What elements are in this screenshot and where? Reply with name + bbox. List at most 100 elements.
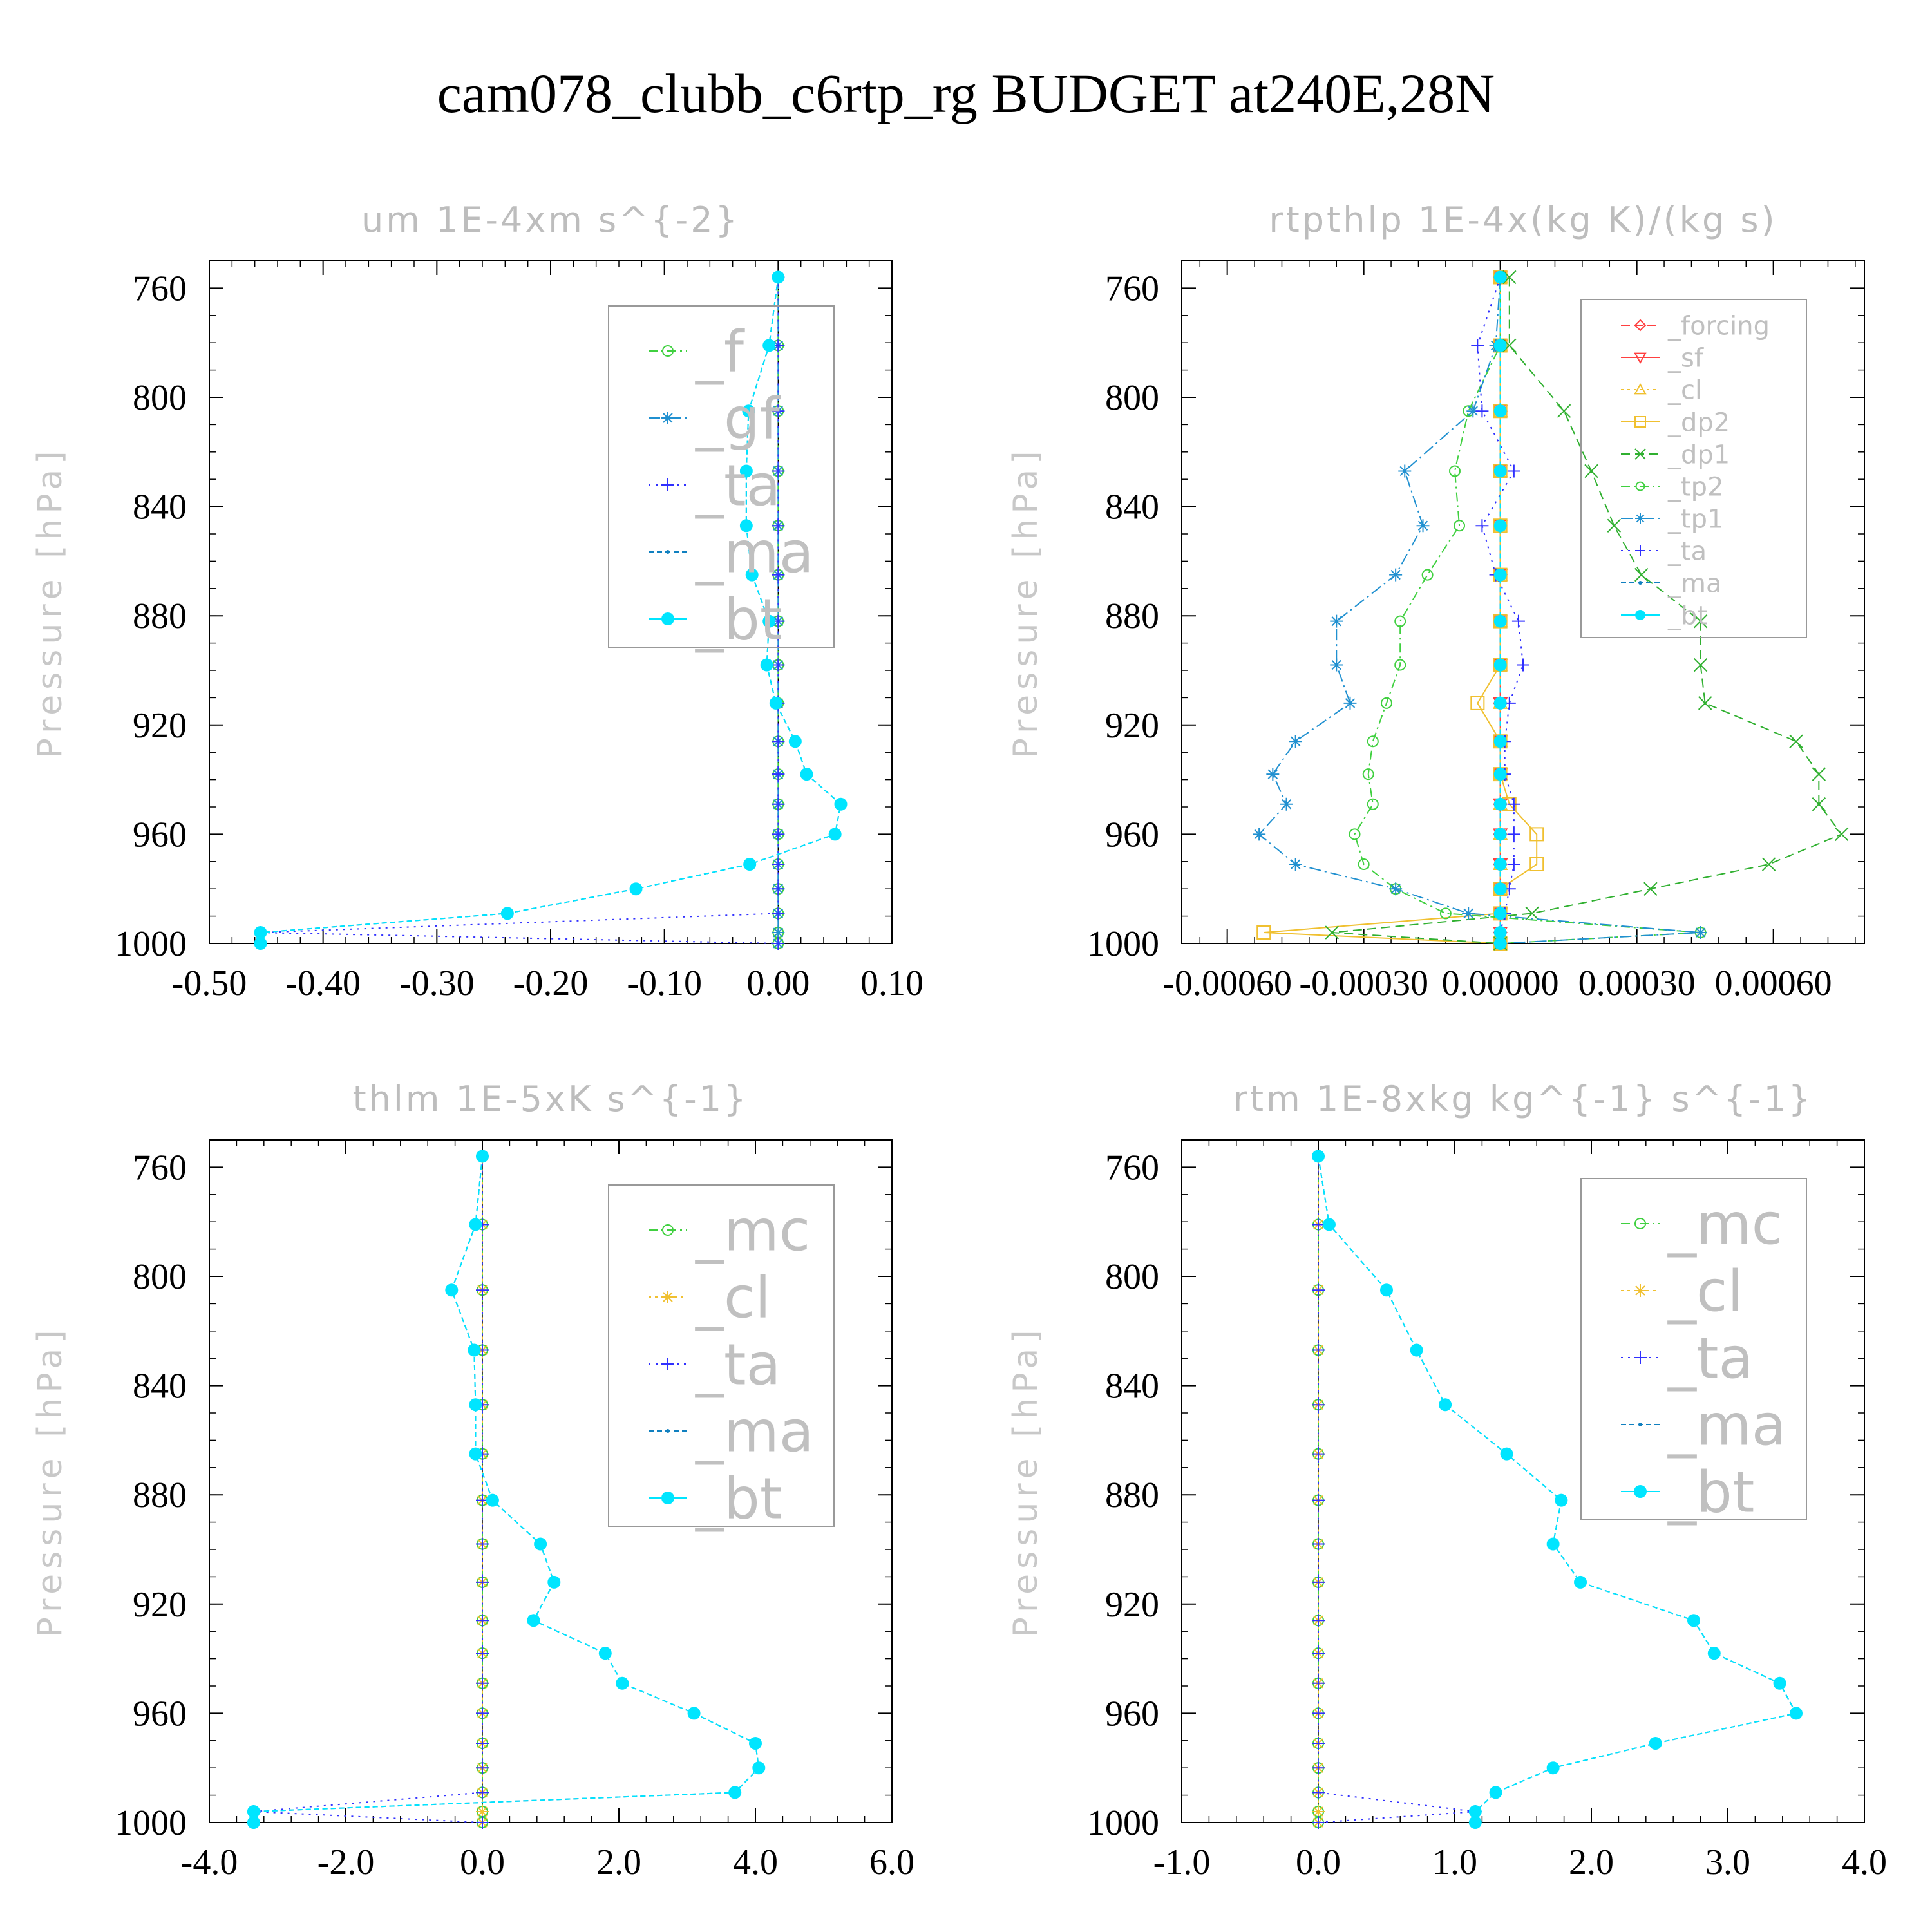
y-tick-label: 920	[133, 706, 187, 746]
legend-label: _mc	[1667, 1191, 1783, 1258]
marker-ta	[1507, 858, 1520, 871]
marker-bt	[445, 1283, 459, 1297]
marker-forcing	[1634, 319, 1647, 332]
marker-bt	[1468, 1805, 1482, 1819]
legend-label: _f	[695, 319, 745, 385]
marker-dp1	[1634, 567, 1649, 582]
marker-f	[662, 345, 674, 357]
x-tick-label: -0.00060	[1162, 963, 1292, 1003]
y-tick-label: 960	[133, 1694, 187, 1734]
x-tick-label: -0.00030	[1299, 963, 1428, 1003]
legend-label: _cl	[1667, 375, 1702, 405]
marker-ta	[476, 1575, 489, 1589]
marker-cl	[1634, 1284, 1647, 1297]
marker-ta	[661, 1358, 674, 1370]
marker-bt	[1493, 937, 1507, 950]
marker-bt	[247, 1805, 260, 1819]
marker-tp2	[1421, 569, 1434, 581]
marker-tp2	[1367, 735, 1379, 748]
marker-dp2	[1530, 827, 1544, 842]
marker-ta	[476, 1786, 489, 1799]
marker-ta	[1635, 545, 1645, 556]
marker-tp1	[1289, 735, 1302, 748]
marker-bt	[745, 568, 759, 582]
marker-tp2	[1367, 798, 1379, 810]
marker-bt	[254, 937, 267, 950]
marker-tp2	[1394, 659, 1406, 671]
marker-bt	[739, 464, 753, 478]
y-tick-label: 920	[1105, 1585, 1159, 1625]
marker-dp2	[1493, 404, 1508, 419]
marker-bt	[1493, 696, 1507, 710]
marker-tp2	[1439, 907, 1452, 920]
marker-ta	[772, 937, 785, 950]
marker-bt	[1493, 768, 1507, 781]
marker-tp2	[1349, 828, 1361, 840]
marker-dp2	[1493, 734, 1508, 749]
marker-dp1	[1698, 696, 1712, 710]
y-tick-label: 760	[133, 269, 187, 308]
marker-ta	[772, 882, 785, 896]
marker-bt	[760, 658, 773, 672]
marker-dp1	[1634, 448, 1646, 460]
marker-dp1	[1812, 767, 1826, 781]
marker-ta	[476, 1283, 489, 1297]
panel-title: um 1E-4xm s^{-2}	[361, 200, 740, 240]
marker-bt	[1773, 1676, 1786, 1690]
marker-ta	[1312, 1737, 1325, 1750]
marker-bt	[1489, 1786, 1502, 1799]
marker-ta	[772, 858, 785, 871]
panel-title: rtpthlp 1E-4x(kg K)/(kg s)	[1269, 200, 1777, 240]
series-tp2	[1349, 271, 1707, 949]
y-tick-label: 840	[133, 488, 187, 527]
series-line	[1354, 277, 1701, 944]
legend-label: _ma	[1667, 569, 1721, 598]
marker-dp2	[1493, 614, 1508, 629]
marker-tp1	[1280, 797, 1293, 811]
marker-bt	[1493, 858, 1507, 871]
x-tick-label: -4.0	[181, 1842, 238, 1882]
marker-bt	[834, 797, 848, 811]
marker-tp1	[1343, 696, 1357, 710]
marker-bt	[1790, 1707, 1803, 1720]
marker-bt	[254, 926, 267, 940]
y-tick-label: 800	[133, 1257, 187, 1297]
marker-bt	[1493, 339, 1507, 352]
marker-tp1	[1253, 828, 1266, 841]
marker-dp1	[1502, 338, 1517, 353]
marker-tp2	[1449, 465, 1461, 477]
y-tick-label: 1000	[115, 1803, 187, 1843]
plot-frame	[209, 1139, 893, 1823]
marker-tp2	[1381, 697, 1392, 709]
legend-box	[608, 305, 835, 648]
series-bt	[1312, 1150, 1803, 1829]
x-tick-label: -0.10	[627, 963, 702, 1003]
marker-bt	[1380, 1283, 1393, 1297]
legend-label: _bt	[695, 587, 782, 653]
marker-ta	[1312, 1447, 1325, 1461]
legend-label: _ma	[1667, 1392, 1786, 1459]
y-tick-label: 960	[1105, 1694, 1159, 1734]
marker-bt	[1493, 614, 1507, 628]
x-tick-label: 0.10	[860, 963, 923, 1003]
marker-ta	[1312, 1493, 1325, 1507]
marker-ta	[1312, 1614, 1325, 1627]
y-tick-label: 880	[1105, 1475, 1159, 1515]
marker-dp1	[1643, 882, 1658, 896]
marker-bt	[527, 1614, 540, 1627]
legend-label: _gf	[695, 386, 781, 452]
marker-ta	[1312, 1676, 1325, 1690]
marker-sf	[1634, 352, 1647, 365]
marker-bt	[1500, 1447, 1513, 1461]
legend-label: _mc	[695, 1198, 810, 1264]
marker-ta	[1312, 1707, 1325, 1720]
marker-dp1	[1812, 797, 1826, 811]
marker-bt	[534, 1537, 547, 1551]
marker-ta	[1312, 1398, 1325, 1412]
marker-bt	[1493, 404, 1507, 418]
marker-bt	[616, 1676, 629, 1690]
x-tick-label: -0.30	[399, 963, 475, 1003]
marker-bt	[1468, 1816, 1482, 1829]
marker-bt	[749, 1737, 762, 1750]
marker-dp2	[1493, 518, 1508, 533]
